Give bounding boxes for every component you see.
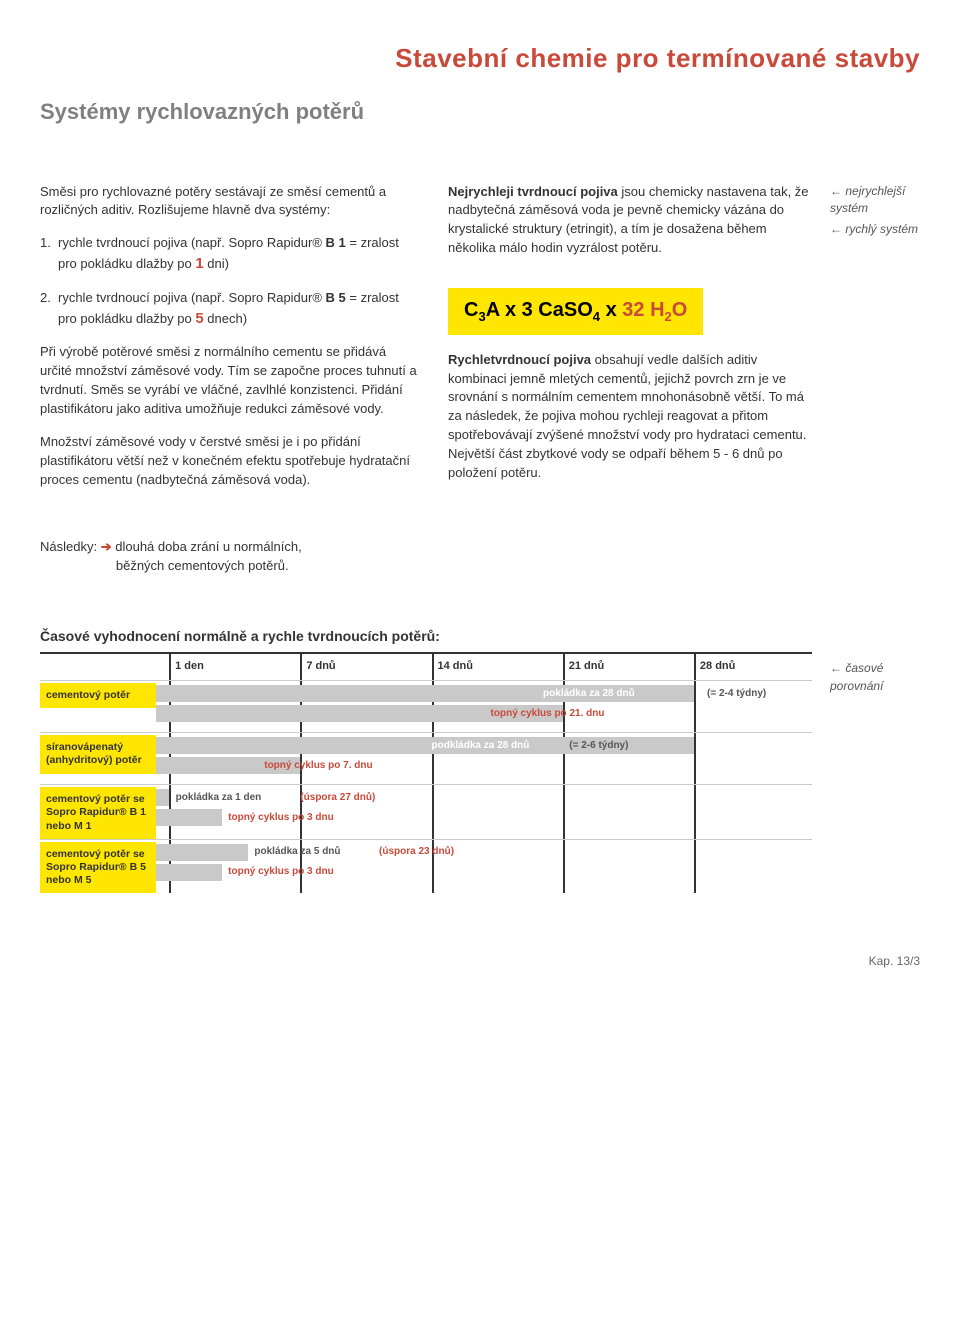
timeline-row-bars: pokládka za 1 den (úspora 27 dnů) topný cy… xyxy=(156,785,812,838)
right-para1-bold: Nejrychleji tvrdnoucí pojiva xyxy=(448,184,618,199)
timeline-row-label: cementový potěr xyxy=(40,683,156,708)
timeline-bar: pokládka za 5 dnů (úspora 23 dnů) xyxy=(156,844,812,861)
timeline-header-label: 1 den xyxy=(169,659,204,675)
main-columns: Směsi pro rychlovazné potěry sestávají z… xyxy=(40,183,920,504)
arrow-right-icon: ➔ xyxy=(101,539,112,554)
timeline-bar-fill xyxy=(156,864,222,881)
timeline-bar-fill xyxy=(156,789,169,806)
timeline-bar: topný cyklus po 3 dnu xyxy=(156,809,812,826)
timeline-bar-after-text: (úspora 27 dnů) xyxy=(300,791,375,806)
timeline-header-label: 14 dnů xyxy=(432,659,473,675)
timeline-row: cementový potěr pokládka za 28 dnů (= 2-4 … xyxy=(40,680,812,732)
right-side-notes: ← nejrychlejší systém ← rychlý systém xyxy=(830,183,920,504)
right-para2-text: obsahují vedle dalších aditiv kombinaci … xyxy=(448,352,806,480)
side-note-1: ← nejrychlejší systém xyxy=(830,183,920,218)
item1-num: 1 xyxy=(195,255,203,272)
timeline-row-bars: podkládka za 28 dnů (= 2-6 týdny) topný cy… xyxy=(156,733,812,784)
timeline-chart: 1 den 7 dnů 14 dnů 21 dnů 28 dnů cementový p… xyxy=(40,652,812,893)
formula-sub2: 4 xyxy=(593,309,600,324)
formula-a: C xyxy=(464,299,478,321)
timeline-bar-text: pokládka za 1 den xyxy=(176,791,262,806)
formula-box: C3A x 3 CaSO4 x 32 H2O xyxy=(448,288,703,335)
timeline-bar-text: topný cyklus po 3 dnu xyxy=(228,865,334,880)
timeline-bar-text: topný cyklus po 3 dnu xyxy=(228,811,334,826)
timeline-bar-text: topný cyklus po 21. dnu xyxy=(491,707,605,722)
timeline-bar-after-text: (= 2-4 týdny) xyxy=(707,687,766,702)
arrow-left-icon: ← xyxy=(830,222,842,236)
consequences-block: Následky: ➔ dlouhá doba zrání u normální… xyxy=(40,538,920,576)
item1-end: dni) xyxy=(204,256,229,271)
timeline-bar-after-text: (úspora 23 dnů) xyxy=(379,845,454,860)
timeline-rows: cementový potěr pokládka za 28 dnů (= 2-4 … xyxy=(40,680,812,893)
timeline-bar-text: topný cyklus po 7. dnu xyxy=(264,759,372,774)
timeline-bar-text: pokládka za 5 dnů xyxy=(254,845,340,860)
timeline-header-label: 21 dnů xyxy=(563,659,604,675)
side-note-1-text: nejrychlejší systém xyxy=(830,184,905,215)
list-item-2: 2. rychle tvrdnoucí pojiva (např. Sopro … xyxy=(40,289,420,330)
list-number-2: 2. xyxy=(40,289,58,330)
timeline-bar-fill xyxy=(156,844,248,861)
timeline-row: síranovápenatý (anhydritový) potěrpodklá… xyxy=(40,732,812,784)
formula-sub3: 2 xyxy=(665,309,672,324)
consequences-text1: dlouhá doba zrání u normálních, xyxy=(115,539,301,554)
timeline-header-labels: 1 den 7 dnů 14 dnů 21 dnů 28 dnů xyxy=(156,654,812,680)
timeline-row-label: síranovápenatý (anhydritový) potěr xyxy=(40,735,156,773)
list-number-1: 1. xyxy=(40,234,58,275)
timeline-row-label: cementový potěr se Sopro Rapidur® B 5 ne… xyxy=(40,842,156,893)
left-para2: Množství záměsové vody v čerstvé směsi j… xyxy=(40,433,420,490)
left-column: Směsi pro rychlovazné potěry sestávají z… xyxy=(40,183,420,504)
formula-red: 32 H xyxy=(622,299,664,321)
formula-sub1: 3 xyxy=(478,309,485,324)
item2-end: dnech) xyxy=(204,311,247,326)
timeline-row-bars: pokládka za 5 dnů (úspora 23 dnů) topný cy… xyxy=(156,840,812,893)
timeline-row: cementový potěr se Sopro Rapidur® B 1 ne… xyxy=(40,784,812,838)
timeline-bar: pokládka za 1 den (úspora 27 dnů) xyxy=(156,789,812,806)
timeline-bar: topný cyklus po 7. dnu xyxy=(156,757,812,774)
consequences-label: Následky: xyxy=(40,539,97,554)
timeline-bar: podkládka za 28 dnů (= 2-6 týdny) xyxy=(156,737,812,754)
right-para2-bold: Rychletvrdnoucí pojiva xyxy=(448,352,591,367)
page-footer: Kap. 13/3 xyxy=(40,953,920,970)
right-para1: Nejrychleji tvrdnoucí pojiva jsou chemic… xyxy=(448,183,812,258)
timeline-bar: topný cyklus po 21. dnu xyxy=(156,705,812,722)
side-note-2: ← rychlý systém xyxy=(830,221,920,238)
list-item-1: 1. rychle tvrdnoucí pojiva (např. Sopro … xyxy=(40,234,420,275)
formula-b: A x 3 CaSO xyxy=(486,299,593,321)
timeline-bar-after-text: (= 2-6 týdny) xyxy=(569,739,628,754)
timeline-bar-text: pokládka za 28 dnů xyxy=(543,687,635,702)
timeline-row: cementový potěr se Sopro Rapidur® B 5 ne… xyxy=(40,839,812,893)
timeline-bar: topný cyklus po 3 dnu xyxy=(156,864,812,881)
right-main: Nejrychleji tvrdnoucí pojiva jsou chemic… xyxy=(448,183,812,504)
timeline-wrap: 1 den 7 dnů 14 dnů 21 dnů 28 dnů cementový p… xyxy=(40,652,920,893)
item2-pre: rychle tvrdnoucí pojiva (např. Sopro Rap… xyxy=(58,290,326,305)
item2-num: 5 xyxy=(195,310,203,327)
timeline-header-label: 28 dnů xyxy=(694,659,735,675)
timeline-bar-fill xyxy=(156,809,222,826)
page-title: Stavební chemie pro termínované stavby xyxy=(40,40,920,78)
timeline-header-label: 7 dnů xyxy=(300,659,335,675)
item1-bold: B 1 xyxy=(326,235,346,250)
right-para2: Rychletvrdnoucí pojiva obsahují vedle da… xyxy=(448,351,812,483)
formula-red2: O xyxy=(672,299,688,321)
item1-pre: rychle tvrdnoucí pojiva (např. Sopro Rap… xyxy=(58,235,326,250)
arrow-left-icon: ← xyxy=(830,184,842,198)
page-subtitle: Systémy rychlovazných potěrů xyxy=(40,96,920,128)
arrow-left-icon: ← xyxy=(830,661,842,675)
timeline-bar-text: podkládka za 28 dnů xyxy=(432,739,530,754)
timeline-header-row: 1 den 7 dnů 14 dnů 21 dnů 28 dnů xyxy=(40,654,812,680)
side-note-2-text: rychlý systém xyxy=(845,222,918,236)
left-intro: Směsi pro rychlovazné potěry sestávají z… xyxy=(40,183,420,221)
item2-bold: B 5 xyxy=(326,290,346,305)
timeline-side-note: ← časové porovnání xyxy=(830,652,920,893)
timeline-row-label: cementový potěr se Sopro Rapidur® B 1 ne… xyxy=(40,787,156,838)
right-column: Nejrychleji tvrdnoucí pojiva jsou chemic… xyxy=(448,183,920,504)
timeline-row-bars: pokládka za 28 dnů (= 2-4 týdny) topný cyk… xyxy=(156,681,812,732)
consequences-text2: běžných cementových potěrů. xyxy=(116,558,289,573)
timeline-heading: Časové vyhodnocení normálně a rychle tvr… xyxy=(40,626,920,646)
left-para1: Při výrobě potěrové směsi z normálního c… xyxy=(40,343,420,418)
formula-c: x xyxy=(600,299,622,321)
timeline-bar: pokládka za 28 dnů (= 2-4 týdny) xyxy=(156,685,812,702)
